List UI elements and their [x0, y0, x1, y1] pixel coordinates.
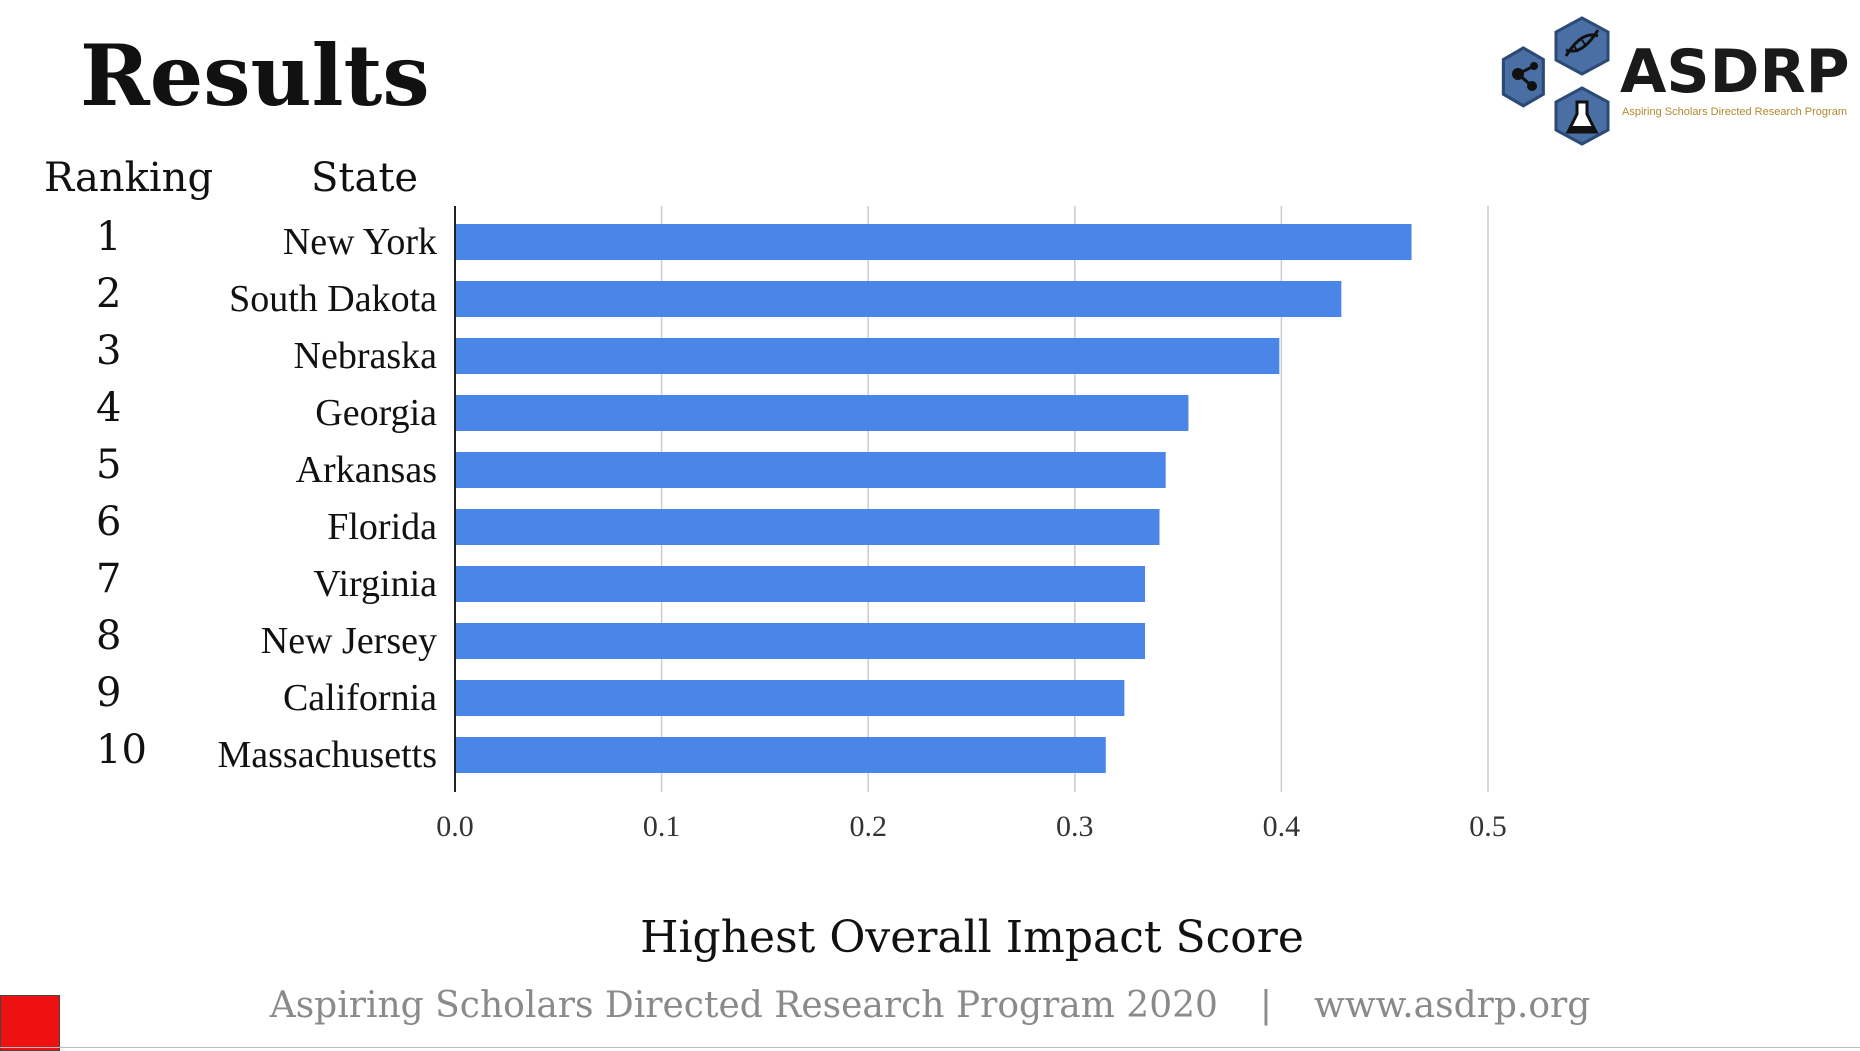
- x-tick-label: 0.3: [1056, 810, 1094, 843]
- page-title: Results: [80, 26, 430, 125]
- accent-square: [0, 995, 60, 1051]
- ranking-label: 9: [96, 670, 121, 716]
- x-tick-label: 0.5: [1469, 810, 1507, 843]
- state-label: New York: [283, 221, 437, 263]
- ranking-label: 6: [96, 499, 121, 545]
- x-tick-label: 0.4: [1263, 810, 1301, 843]
- dna-icon: [1554, 16, 1610, 76]
- state-label: California: [283, 677, 437, 719]
- footer-website[interactable]: www.asdrp.org: [1314, 985, 1591, 1026]
- state-column-header: State: [311, 155, 419, 201]
- bar: [455, 566, 1146, 602]
- x-tick-label: 0.1: [643, 810, 681, 843]
- state-label: Nebraska: [294, 335, 438, 377]
- logo-subtitle: Aspiring Scholars Directed Research Prog…: [1622, 106, 1847, 118]
- ranking-column-header: Ranking: [44, 155, 214, 201]
- flask-icon: [1554, 86, 1610, 146]
- bar: [455, 509, 1160, 545]
- x-axis-label: Highest Overall Impact Score: [640, 912, 1304, 963]
- logo-wordmark: ASDRP: [1620, 37, 1850, 107]
- ranking-label: 3: [96, 328, 121, 374]
- state-label: Massachusetts: [217, 734, 437, 776]
- ranking-label: 7: [96, 556, 121, 602]
- ranking-label: 4: [96, 385, 121, 431]
- x-tick-label: 0.0: [436, 810, 474, 843]
- state-label: New Jersey: [261, 620, 437, 662]
- bar: [455, 452, 1166, 488]
- state-label: Georgia: [315, 392, 437, 434]
- state-label: South Dakota: [229, 278, 437, 320]
- state-label: Florida: [327, 506, 437, 548]
- footer: Aspiring Scholars Directed Research Prog…: [0, 988, 1860, 1024]
- bar: [455, 281, 1342, 317]
- ranking-label: 2: [96, 271, 121, 317]
- bar: [455, 737, 1106, 773]
- footer-separator: |: [1259, 985, 1273, 1026]
- ranking-label: 5: [96, 442, 121, 488]
- asdrp-logo: [1501, 16, 1610, 146]
- bar: [455, 680, 1125, 716]
- state-label: Virginia: [313, 563, 437, 605]
- bar: [455, 338, 1280, 374]
- ranking-label: 8: [96, 613, 121, 659]
- x-tick-label: 0.2: [849, 810, 887, 843]
- ranking-label: 10: [96, 727, 147, 773]
- footer-program: Aspiring Scholars Directed Research Prog…: [269, 985, 1218, 1026]
- bar: [455, 395, 1189, 431]
- state-label: Arkansas: [296, 449, 437, 491]
- ranking-label: 1: [96, 214, 121, 260]
- network-icon: [1501, 46, 1545, 108]
- bar: [455, 224, 1412, 260]
- bar: [455, 623, 1146, 659]
